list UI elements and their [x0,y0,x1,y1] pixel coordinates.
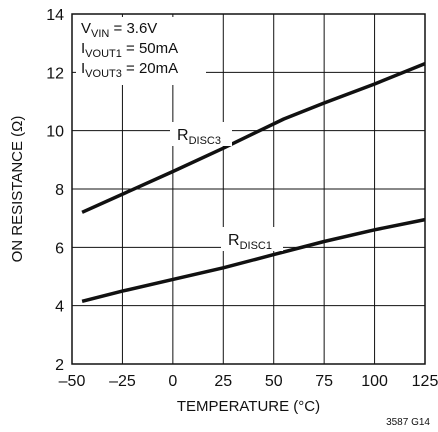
x-tick-labels: –50 –25 0 25 50 75 100 125 [59,373,438,390]
condition-2-sub: VOUT1 [85,48,122,60]
y-tick-label: 6 [55,240,64,257]
x-tick-label: 0 [168,373,177,390]
y-tick-label: 10 [46,124,64,141]
condition-3-text: IVOUT3 = 20mA [81,60,178,80]
x-tick-label: –25 [109,373,136,390]
condition-1-text: VVIN = 3.6V [81,20,157,40]
y-tick-label: 8 [55,182,64,199]
series-label-1: RDISC3 [170,122,232,147]
condition-1-main: V [81,20,91,37]
y-tick-label: 2 [55,357,64,374]
y-tick-label: 14 [46,7,64,24]
condition-2-text: IVOUT1 = 50mA [81,40,178,60]
condition-1-sub: VIN [91,28,109,40]
series-line-1 [81,61,426,214]
series-label-2-text: RDISC1 [228,232,272,252]
y-tick-label: 4 [55,299,64,316]
series-label-1-text: RDISC3 [177,127,221,147]
y-tick-label: 12 [46,65,64,82]
condition-3: IVOUT3 = 20mA [81,60,178,80]
series-line-2 [81,217,426,303]
y-axis-title: ON RESISTANCE (Ω) [9,116,26,263]
plot-frame [71,13,426,365]
series-label-2: RDISC1 [221,227,283,252]
x-tick-label: 75 [315,373,333,390]
conditions-bg [76,17,206,85]
x-tick-label: –50 [59,373,86,390]
x-tick-label: 25 [214,373,232,390]
condition-3-main: I [81,60,85,77]
series-label-1-sub: DISC3 [189,135,221,147]
series-label-2-main: R [228,232,240,249]
condition-2: IVOUT1 = 50mA [81,40,178,60]
condition-2-main: I [81,40,85,57]
x-tick-label: 50 [265,373,283,390]
condition-1: VVIN = 3.6V [81,20,157,40]
condition-3-sub: VOUT3 [85,68,122,80]
x-tick-label: 100 [361,373,388,390]
figure-id: 3587 G14 [386,417,430,428]
x-axis-title: TEMPERATURE (°C) [177,398,320,415]
series-label-2-bg [221,227,283,251]
condition-2-rest: = 50mA [122,40,178,57]
series-label-1-main: R [177,127,189,144]
series-label-2-sub: DISC1 [240,240,272,252]
condition-3-rest: = 20mA [122,60,178,77]
series-lines [81,61,426,303]
x-tick-label: 125 [412,373,438,390]
condition-1-rest: = 3.6V [109,20,157,37]
y-tick-labels: 2 4 6 8 10 12 14 [46,7,64,374]
series-label-1-bg [170,122,232,146]
